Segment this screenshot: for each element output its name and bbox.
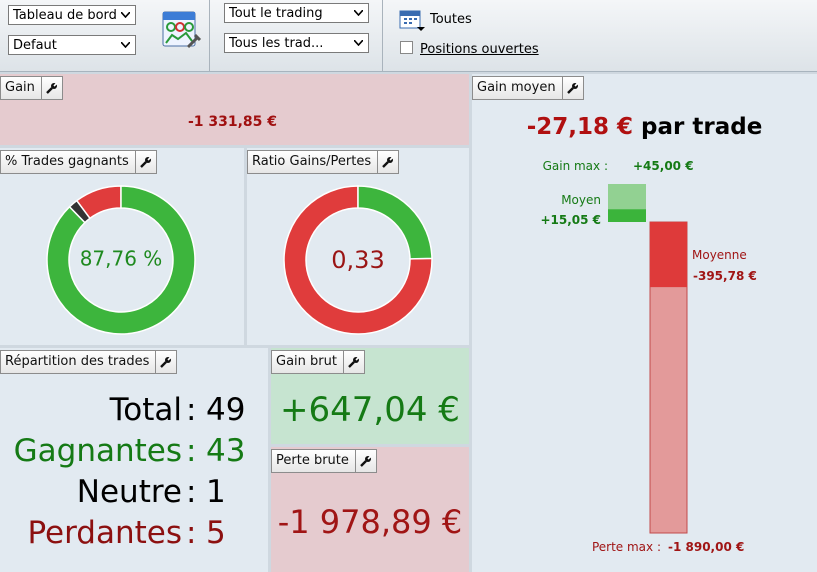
avg-loss-value: -395,78 € xyxy=(693,269,757,283)
panel-tab[interactable]: Gain xyxy=(0,76,63,100)
toolbar: Tableau de bord Defaut Tout le trading T… xyxy=(0,0,817,72)
panel-tab[interactable]: Ratio Gains/Pertes xyxy=(247,150,400,174)
avg-trade: -27,18 € par trade xyxy=(472,114,817,140)
gross-gain-value: +647,04 € xyxy=(280,390,460,430)
win-rate-panel: % Trades gagnants 87,76 % xyxy=(0,148,244,345)
bar xyxy=(650,222,687,288)
row-text: 49 xyxy=(206,392,246,428)
donut: 0,33 xyxy=(283,185,433,335)
trading-select[interactable]: Tout le trading xyxy=(224,3,369,23)
wrench-icon[interactable] xyxy=(561,77,583,99)
settings-icon[interactable] xyxy=(162,11,202,51)
donut-segment xyxy=(357,185,433,260)
avg-trade-value: -27,18 € xyxy=(526,114,634,140)
win-rate-label: 87,76 % xyxy=(80,247,163,271)
wrench-icon[interactable] xyxy=(354,450,376,472)
avg-trade-suffix: par trade xyxy=(641,114,763,140)
trades-select[interactable]: Tous les trad... xyxy=(224,33,369,53)
avg-gain-panel: Gain moyen -27,18 € par trade Gain max :… xyxy=(472,74,817,572)
open-positions-label[interactable]: Positions ouvertes xyxy=(420,42,539,57)
donut: 87,76 % xyxy=(46,185,196,335)
bar xyxy=(608,209,646,222)
panel-tab[interactable]: Perte brute xyxy=(271,449,377,473)
separator xyxy=(209,0,210,71)
gross-loss-panel: Perte brute -1 978,89 € xyxy=(271,447,469,572)
donut-segment xyxy=(283,185,433,335)
max-loss-value: -1 890,00 € xyxy=(668,540,744,554)
gain-value: -1 331,85 € xyxy=(187,114,278,130)
row-text: Total xyxy=(109,392,182,428)
wrench-icon[interactable] xyxy=(342,351,364,373)
avg-chart: Gain max : +45,00 € Moyen +15,05 € Moyen… xyxy=(540,159,757,554)
panel-tab[interactable]: Gain moyen xyxy=(472,76,584,100)
row-text: : xyxy=(186,515,197,551)
wrench-icon[interactable] xyxy=(40,77,62,99)
row-text: : xyxy=(186,392,197,428)
max-gain-value: +45,00 € xyxy=(633,159,694,173)
gross-gain-panel: Gain brut +647,04 € xyxy=(271,348,469,444)
gross-loss-value: -1 978,89 € xyxy=(277,503,463,541)
avg-win-value: +15,05 € xyxy=(540,213,601,227)
wrench-icon[interactable] xyxy=(155,351,176,373)
wrench-icon[interactable] xyxy=(134,151,156,173)
donut-segment xyxy=(46,185,196,335)
panel-tab[interactable]: % Trades gagnants xyxy=(0,150,157,174)
distribution-panel: Répartition des trades Total:49 Gagnantes… xyxy=(0,348,268,572)
checkbox[interactable] xyxy=(400,41,413,54)
row-text: 1 xyxy=(206,474,226,510)
wrench-icon[interactable] xyxy=(377,151,398,173)
period-label: Toutes xyxy=(430,12,472,27)
gain-panel: Gain -1 331,85 € xyxy=(0,74,469,145)
calendar-icon[interactable] xyxy=(399,8,425,32)
row-text: 5 xyxy=(206,515,226,551)
max-loss-label: Perte max : xyxy=(592,540,661,554)
ratio-label: 0,33 xyxy=(331,246,384,274)
panel-tab[interactable]: Gain brut xyxy=(271,350,365,374)
dashboard-select[interactable]: Tableau de bord xyxy=(8,5,136,25)
row-text: 43 xyxy=(206,433,246,469)
max-gain-label: Gain max : xyxy=(543,159,608,173)
ratio-panel: Ratio Gains/Pertes 0,33 xyxy=(247,148,469,345)
row-text: Perdantes xyxy=(27,515,182,551)
avg-loss-label: Moyenne xyxy=(692,248,747,262)
panel-tab[interactable]: Répartition des trades xyxy=(0,350,178,374)
row-text: : xyxy=(186,433,197,469)
avg-win-label: Moyen xyxy=(561,193,601,207)
separator xyxy=(382,0,383,71)
layout-select[interactable]: Defaut xyxy=(8,35,136,55)
row-text: Gagnantes xyxy=(13,433,182,469)
row-text: : xyxy=(186,474,197,510)
row-text: Neutre xyxy=(76,474,182,510)
